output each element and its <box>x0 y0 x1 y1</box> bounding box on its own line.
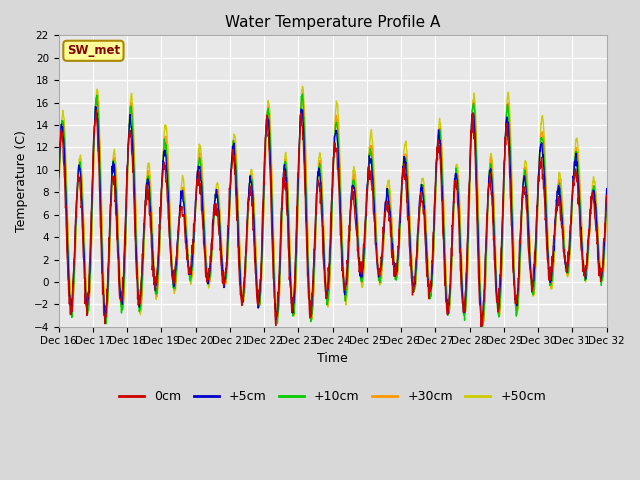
Title: Water Temperature Profile A: Water Temperature Profile A <box>225 15 440 30</box>
Text: SW_met: SW_met <box>67 44 120 57</box>
Y-axis label: Temperature (C): Temperature (C) <box>15 130 28 232</box>
Legend: 0cm, +5cm, +10cm, +30cm, +50cm: 0cm, +5cm, +10cm, +30cm, +50cm <box>114 385 551 408</box>
X-axis label: Time: Time <box>317 352 348 365</box>
